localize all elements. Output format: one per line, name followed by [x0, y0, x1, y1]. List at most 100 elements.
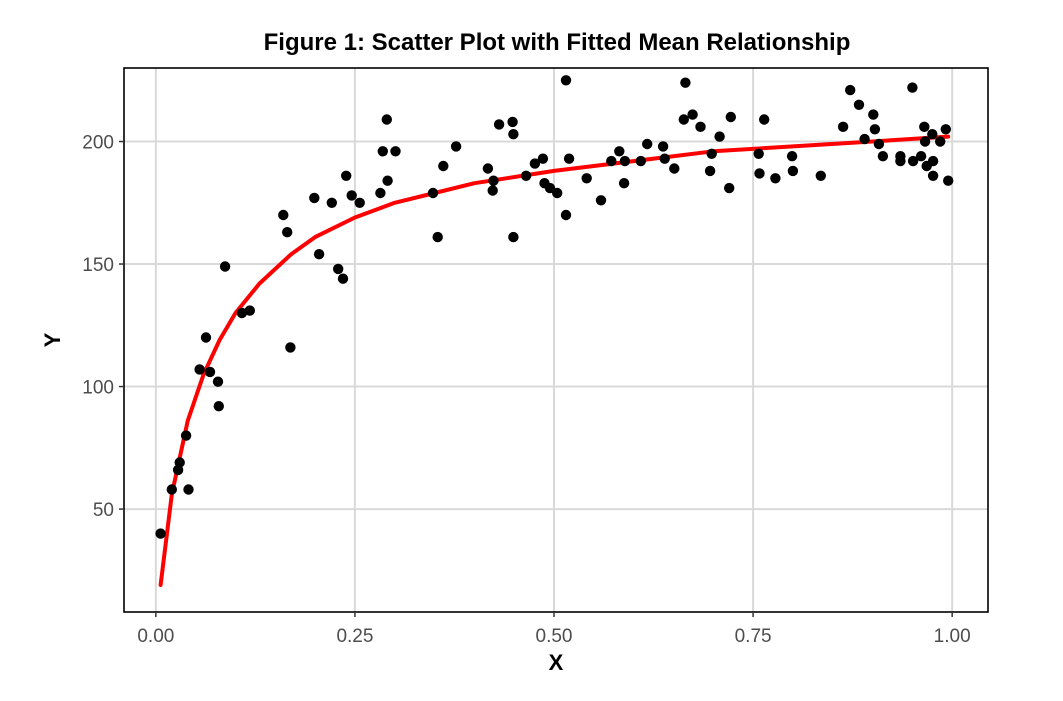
data-point	[724, 182, 735, 194]
data-point	[529, 158, 541, 169]
data-point	[935, 136, 946, 147]
data-point	[432, 231, 443, 243]
data-point	[326, 197, 337, 208]
x-axis-ticks: 0.00 0.25 0.50 0.75 1.00	[137, 612, 971, 647]
data-point	[595, 195, 607, 206]
data-point	[687, 109, 698, 120]
data-point	[927, 129, 938, 140]
data-point	[869, 124, 881, 135]
data-point	[375, 187, 386, 199]
data-point	[704, 165, 716, 177]
data-point	[285, 342, 296, 353]
data-point	[927, 155, 939, 167]
data-point	[200, 332, 212, 343]
gridlines	[124, 68, 988, 612]
data-point	[438, 160, 449, 172]
data-point	[606, 155, 617, 167]
data-point	[695, 121, 706, 132]
data-point	[204, 366, 216, 378]
data-point	[619, 155, 631, 167]
data-point	[213, 401, 224, 412]
data-point	[382, 175, 393, 186]
data-point	[581, 173, 592, 184]
data-point	[873, 138, 885, 150]
data-point	[507, 116, 518, 128]
data-point	[180, 430, 192, 441]
data-point	[537, 153, 549, 164]
data-point	[183, 484, 194, 495]
data-point	[278, 209, 289, 221]
data-point	[487, 185, 498, 196]
data-point	[706, 148, 717, 159]
data-point	[786, 151, 798, 162]
data-point	[174, 457, 185, 468]
data-point	[678, 114, 689, 125]
points-layer	[155, 75, 954, 539]
data-point	[354, 197, 365, 208]
data-point	[859, 133, 870, 145]
data-point	[346, 190, 357, 201]
data-point	[341, 170, 352, 181]
data-point	[642, 138, 653, 150]
x-tick-label: 0.75	[735, 626, 772, 647]
x-tick-label: 0.00	[137, 626, 174, 647]
data-point	[759, 114, 770, 125]
data-point	[377, 146, 388, 157]
data-point	[552, 187, 563, 199]
data-point	[680, 77, 691, 88]
data-point	[219, 261, 231, 272]
data-point	[845, 84, 856, 96]
data-point	[337, 273, 349, 284]
data-point	[155, 528, 166, 539]
data-point	[482, 163, 494, 174]
data-point	[669, 163, 680, 174]
data-point	[907, 82, 918, 93]
data-point	[787, 165, 799, 177]
data-point	[927, 170, 939, 181]
y-tick-label: 100	[82, 378, 114, 399]
chart-title: Figure 1: Scatter Plot with Fitted Mean …	[264, 29, 851, 56]
data-point	[940, 124, 951, 135]
data-point	[614, 146, 625, 157]
data-point	[427, 187, 439, 199]
data-point	[837, 121, 849, 132]
x-tick-label: 0.50	[536, 626, 573, 647]
data-point	[919, 136, 931, 147]
data-point	[770, 173, 781, 184]
data-point	[753, 148, 764, 159]
data-point	[560, 75, 572, 86]
data-point	[657, 141, 669, 152]
data-point	[907, 155, 919, 167]
data-point	[212, 376, 224, 387]
y-axis-title: Y	[40, 332, 65, 347]
data-point	[714, 131, 725, 142]
x-tick-label: 1.00	[934, 626, 971, 647]
data-point	[493, 119, 505, 130]
data-point	[659, 153, 670, 164]
data-point	[915, 151, 927, 162]
y-axis-ticks: 50 100 150 200	[82, 133, 124, 521]
y-tick-label: 50	[93, 500, 114, 521]
data-point	[236, 307, 248, 319]
data-point	[244, 305, 255, 316]
data-point	[381, 114, 392, 125]
plot-frame	[123, 67, 989, 613]
y-tick-label: 150	[82, 255, 114, 276]
data-point	[560, 209, 572, 221]
data-point	[488, 175, 499, 186]
data-point	[895, 151, 906, 162]
data-point	[943, 175, 954, 186]
x-axis-title: X	[549, 650, 564, 675]
data-point	[754, 168, 765, 179]
data-point	[725, 111, 736, 123]
data-point	[877, 151, 889, 162]
data-point	[919, 121, 930, 132]
data-point	[309, 192, 320, 204]
data-point	[868, 109, 879, 120]
data-point	[618, 178, 630, 189]
data-point	[194, 364, 205, 375]
x-tick-label: 0.25	[336, 626, 373, 647]
y-tick-label: 200	[82, 133, 114, 154]
data-point	[282, 227, 293, 238]
